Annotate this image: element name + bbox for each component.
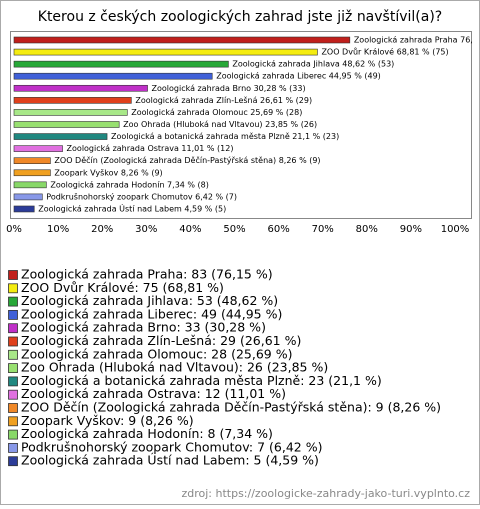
legend-swatch xyxy=(8,270,18,280)
bars: Zoologická zahrada Praha 76,15 % (83) ZOO… xyxy=(13,36,480,213)
data-label: Zoologická zahrada Brno 30,28 % (33) xyxy=(152,84,306,93)
legend-label: Zoo Ohrada (Hluboká nad Vltavou): 26 (23… xyxy=(21,360,328,375)
legend-label: Zoologická zahrada Ostrava: 12 (11,01 %) xyxy=(21,386,286,401)
legend-label: Zoologická zahrada Brno: 33 (30,28 %) xyxy=(21,320,266,335)
bar xyxy=(13,97,132,104)
legend-label: Podkrušnohorský zoopark Chomutov: 7 (6,4… xyxy=(21,439,322,454)
x-tick-label: 80% xyxy=(356,224,378,235)
legend-swatch xyxy=(8,429,18,440)
legend-label: Zoologická zahrada Hodonín: 8 (7,34 %) xyxy=(21,426,273,441)
x-tick-label: 30% xyxy=(135,224,157,235)
legend-swatch xyxy=(8,389,18,400)
bar xyxy=(13,193,43,201)
data-label: Zoologická zahrada Olomouc 25,69 % (28) xyxy=(131,108,302,117)
bar xyxy=(13,109,128,116)
legend-label: Zoologická zahrada Jihlava: 53 (48,62 %) xyxy=(21,293,278,308)
bar xyxy=(13,145,63,152)
data-label: Zoo Ohrada (Hluboká nad Vltavou) 23,85 %… xyxy=(123,120,317,129)
legend-label: ZOO Dvůr Králové: 75 (68,81 %) xyxy=(21,280,224,295)
legend-swatch xyxy=(8,416,18,427)
x-tick-label: 10% xyxy=(47,224,69,235)
chart-title: Kterou z českých zoologických zahrad jst… xyxy=(38,9,442,25)
bar xyxy=(13,60,229,68)
data-label: Podkrušnohorský zoopark Chomutov 6,42 % … xyxy=(46,191,237,201)
legend-label: Zoologická zahrada Praha: 83 (76,15 %) xyxy=(21,267,273,282)
x-tick-label: 70% xyxy=(312,224,334,235)
bar xyxy=(13,169,51,177)
bar xyxy=(13,72,213,80)
bar xyxy=(13,48,318,56)
legend-swatch xyxy=(8,323,18,334)
legend-label: Zoologická a botanická zahrada města Plz… xyxy=(21,373,382,388)
legend-swatch xyxy=(8,283,18,294)
bar xyxy=(13,121,120,128)
x-tick-label: 90% xyxy=(400,224,422,235)
x-tick-label: 100% xyxy=(441,224,470,235)
legend-swatch xyxy=(8,296,18,307)
data-label: Zoologická zahrada Ostrava 11,01 % (12) xyxy=(67,144,234,153)
legend-swatch xyxy=(8,456,18,467)
legend-label: Zoologická zahrada Zlín-Lešná: 29 (26,61… xyxy=(21,333,301,348)
legend-label: Zoopark Vyškov: 9 (8,26 %) xyxy=(21,413,194,428)
data-label: Zoologická zahrada Jihlava 48,62 % (53) xyxy=(232,60,394,69)
legend-swatch xyxy=(8,309,18,320)
bar xyxy=(13,133,108,140)
data-label: Zoologická a botanická zahrada města Plz… xyxy=(111,132,339,141)
data-label: ZOO Dvůr Králové 68,81 % (75) xyxy=(321,47,448,57)
data-label: Zoologická zahrada Praha 76,15 % (83) xyxy=(354,36,480,45)
legend-label: Zoologická zahrada Olomouc: 28 (25,69 %) xyxy=(21,346,292,361)
x-tick-label: 40% xyxy=(179,224,201,235)
legend-label: Zoologická zahrada Ústí nad Labem: 5 (4,… xyxy=(21,453,319,468)
data-label: Zoologická zahrada Hodonín 7,34 % (8) xyxy=(50,180,209,189)
x-tick-label: 60% xyxy=(267,224,289,235)
data-label: Zoologická zahrada Zlín-Lešná 26,61 % (2… xyxy=(135,95,312,105)
legend-label: ZOO Děčín (Zoologická zahrada Děčín-Past… xyxy=(21,400,441,415)
legend-label: Zoologická zahrada Liberec: 49 (44,95 %) xyxy=(21,306,282,321)
bar xyxy=(13,157,51,164)
source: zdroj: https://zoologicke-zahrady-jako-t… xyxy=(181,487,470,500)
bar xyxy=(13,36,351,44)
legend-swatch xyxy=(8,336,18,347)
data-label: Zoologická zahrada Ústí nad Labem 4,59 %… xyxy=(38,202,226,213)
x-tick-label: 0% xyxy=(6,224,22,235)
legend-swatch xyxy=(8,403,18,413)
legend-swatch xyxy=(8,363,18,374)
bar xyxy=(13,84,148,92)
data-label: Zoopark Vyškov 8,26 % (9) xyxy=(54,167,162,177)
bar xyxy=(13,205,35,213)
x-tick-label: 20% xyxy=(91,224,113,235)
bar xyxy=(13,181,47,189)
legend-swatch xyxy=(8,442,18,453)
legend-swatch xyxy=(8,349,18,360)
data-label: ZOO Děčín (Zoologická zahrada Děčín-Past… xyxy=(54,155,320,165)
legend-swatch xyxy=(8,376,18,387)
x-tick-label: 50% xyxy=(223,224,245,235)
data-label: Zoologická zahrada Liberec 44,95 % (49) xyxy=(216,72,381,81)
